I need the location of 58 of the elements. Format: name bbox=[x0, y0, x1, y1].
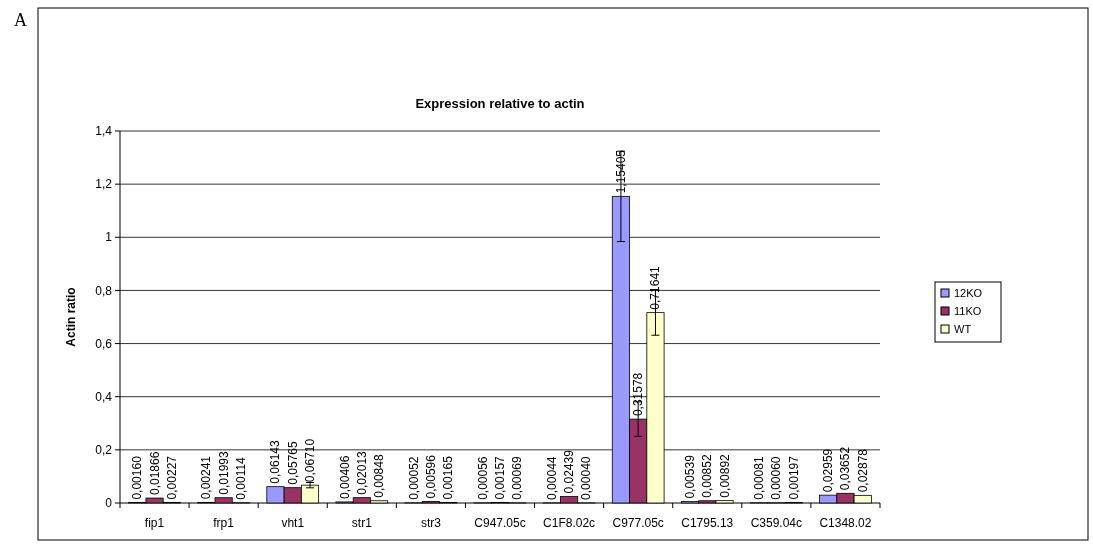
data-label: 0,00060 bbox=[769, 456, 784, 500]
y-tick-label: 0,8 bbox=[95, 283, 113, 298]
data-label: 0,00160 bbox=[130, 455, 145, 500]
data-label: 0,00539 bbox=[683, 454, 697, 499]
data-label: 0,00069 bbox=[510, 456, 525, 500]
legend-label: WT bbox=[954, 323, 972, 335]
y-tick-label: 1,2 bbox=[95, 177, 113, 192]
y-tick-label: 0,6 bbox=[95, 336, 113, 351]
data-label: 0,01993 bbox=[216, 451, 231, 495]
data-label: 0,00114 bbox=[233, 456, 248, 500]
y-tick-label: 0,4 bbox=[95, 389, 113, 404]
y-tick-label: 0,2 bbox=[95, 443, 113, 458]
x-tick-label: C1F8.02c bbox=[543, 516, 596, 530]
x-tick-label: C1795.13 bbox=[681, 516, 734, 530]
x-tick-label: vht1 bbox=[281, 516, 305, 530]
data-label: 0,00040 bbox=[579, 456, 594, 500]
data-label: 0,00197 bbox=[786, 455, 801, 500]
data-label: 0,00848 bbox=[372, 454, 387, 498]
data-label: 0,05765 bbox=[285, 440, 300, 485]
y-axis-title: Actin ratio bbox=[64, 287, 78, 347]
data-label: 0,03652 bbox=[838, 446, 853, 491]
data-label: 0,00081 bbox=[752, 456, 767, 500]
y-tick-label: 0 bbox=[105, 496, 113, 511]
x-tick-label: C977.05c bbox=[612, 516, 664, 530]
data-label: 0,31578 bbox=[631, 372, 646, 417]
data-label: 0,00165 bbox=[441, 455, 456, 500]
x-tick-label: frp1 bbox=[213, 516, 235, 530]
x-tick-label: C947.05c bbox=[474, 516, 526, 530]
text: A bbox=[14, 10, 27, 30]
legend-label: 11KO bbox=[954, 305, 982, 317]
data-label: 0,00044 bbox=[544, 456, 559, 500]
data-label: 0,00052 bbox=[406, 456, 421, 500]
y-tick-label: 1 bbox=[105, 230, 113, 245]
data-label: 0,00892 bbox=[717, 453, 732, 498]
data-label: 1,15405 bbox=[613, 149, 628, 194]
data-label: 0,00056 bbox=[475, 456, 490, 500]
x-tick-label: fip1 bbox=[144, 516, 165, 530]
data-label: 0,71641 bbox=[648, 265, 663, 310]
y-tick-label: 1,4 bbox=[95, 124, 113, 139]
x-tick-label: str1 bbox=[351, 516, 373, 530]
data-label: 0,01866 bbox=[147, 451, 162, 496]
data-label: 0,00406 bbox=[337, 455, 352, 499]
data-label: 0,00157 bbox=[493, 455, 507, 500]
data-label: 0,02013 bbox=[354, 450, 369, 495]
data-label: 0,02959 bbox=[821, 448, 836, 493]
x-tick-label: str3 bbox=[420, 516, 442, 530]
x-tick-label: C359.04c bbox=[750, 516, 803, 530]
data-label: 0,00227 bbox=[164, 455, 179, 500]
data-label: 0,00596 bbox=[423, 454, 438, 499]
chart-title: Expression relative to actin bbox=[415, 96, 585, 111]
data-label: 0,00241 bbox=[199, 455, 214, 500]
data-label: 0,02439 bbox=[562, 449, 577, 494]
x-tick-label: C1348.02 bbox=[819, 516, 872, 530]
data-label: 0,02878 bbox=[855, 448, 870, 493]
data-label: 0,06143 bbox=[268, 439, 283, 484]
legend-label: 12KO bbox=[954, 287, 983, 299]
data-label: 0,06710 bbox=[303, 438, 317, 483]
data-label: 0,00852 bbox=[700, 454, 715, 498]
